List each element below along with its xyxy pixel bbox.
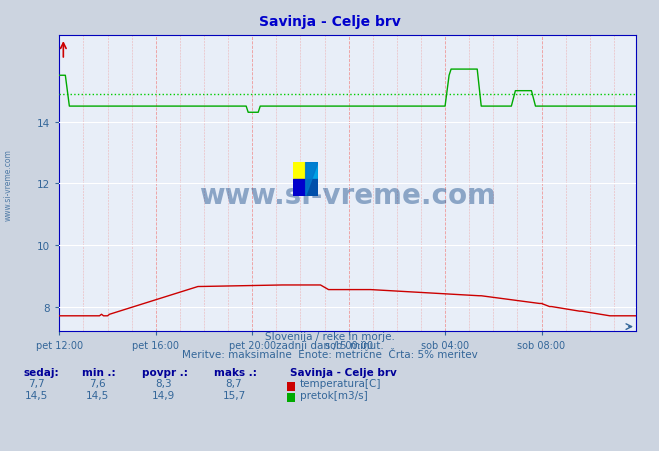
Text: 7,6: 7,6 [89, 378, 106, 388]
Polygon shape [305, 162, 318, 196]
Text: min .:: min .: [82, 367, 116, 377]
Text: povpr .:: povpr .: [142, 367, 188, 377]
Text: 14,5: 14,5 [24, 390, 48, 400]
Text: Slovenija / reke in morje.: Slovenija / reke in morje. [264, 331, 395, 341]
Text: zadnji dan / 5 minut.: zadnji dan / 5 minut. [275, 340, 384, 350]
Text: Savinja - Celje brv: Savinja - Celje brv [258, 15, 401, 28]
Text: Meritve: maksimalne  Enote: metrične  Črta: 5% meritev: Meritve: maksimalne Enote: metrične Črta… [182, 349, 477, 359]
Text: 8,7: 8,7 [225, 378, 243, 388]
Bar [306, 179, 318, 196]
Text: sedaj:: sedaj: [23, 367, 59, 377]
Bar [293, 162, 306, 179]
Text: maks .:: maks .: [214, 367, 257, 377]
Text: 8,3: 8,3 [155, 378, 172, 388]
Text: temperatura[C]: temperatura[C] [300, 378, 382, 388]
Text: 14,9: 14,9 [152, 390, 175, 400]
Text: www.si-vreme.com: www.si-vreme.com [199, 182, 496, 210]
Text: Savinja - Celje brv: Savinja - Celje brv [290, 367, 397, 377]
Text: www.si-vreme.com: www.si-vreme.com [4, 149, 13, 221]
Bar [306, 162, 318, 179]
Polygon shape [306, 162, 318, 196]
Text: pretok[m3/s]: pretok[m3/s] [300, 390, 368, 400]
Bar [293, 179, 306, 196]
Text: 15,7: 15,7 [222, 390, 246, 400]
Text: 7,7: 7,7 [28, 378, 45, 388]
Text: 14,5: 14,5 [86, 390, 109, 400]
